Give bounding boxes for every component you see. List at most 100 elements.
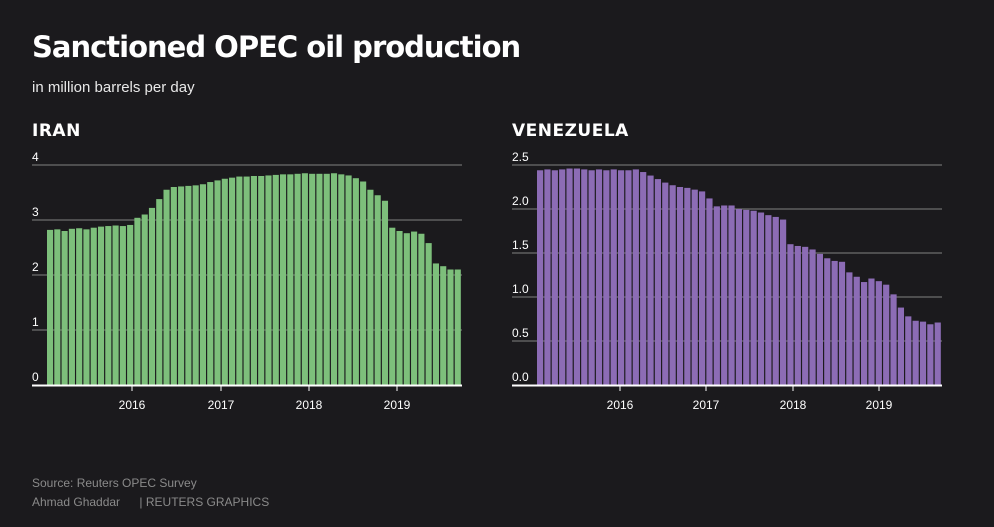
- venezuela-bar: [706, 198, 713, 385]
- venezuela-bar: [625, 170, 632, 385]
- venezuela-x-tick-label: 2019: [866, 398, 893, 412]
- venezuela-bar: [618, 170, 625, 385]
- iran-bar: [214, 180, 221, 385]
- venezuela-bar: [861, 282, 868, 385]
- iran-bar: [425, 243, 432, 385]
- venezuela-bar: [780, 219, 787, 385]
- iran-bar: [68, 228, 75, 385]
- iran-y-tick-label: 3: [32, 205, 39, 219]
- iran-bar: [119, 226, 126, 385]
- iran-bar: [170, 187, 177, 385]
- iran-bar: [330, 173, 338, 385]
- venezuela-bar: [816, 253, 824, 385]
- venezuela-bar: [537, 170, 544, 385]
- iran-bar: [192, 185, 199, 385]
- iran-bar: [338, 174, 345, 385]
- venezuela-bar: [595, 169, 603, 385]
- venezuela-bar: [824, 258, 831, 385]
- iran-bar: [258, 176, 265, 385]
- iran-bar: [265, 175, 272, 385]
- venezuela-bar: [846, 272, 853, 385]
- iran-bar: [389, 227, 396, 385]
- venezuela-x-tick-label: 2017: [693, 398, 720, 412]
- iran-y-tick-label: 2: [32, 260, 39, 274]
- iran-bar: [156, 199, 163, 385]
- venezuela-bar: [559, 169, 566, 385]
- iran-bar: [360, 181, 367, 385]
- iran-y-tick-label: 0: [32, 370, 39, 384]
- venezuela-bar: [802, 246, 809, 385]
- venezuela-y-tick-label: 2.5: [512, 150, 529, 164]
- iran-bar: [440, 266, 447, 385]
- iran-bar: [221, 178, 228, 385]
- venezuela-bar: [743, 209, 750, 385]
- source-note: Source: Reuters OPEC Survey: [32, 476, 197, 490]
- venezuela-bar: [610, 169, 617, 385]
- venezuela-bar: [676, 187, 684, 385]
- iran-bar: [236, 176, 243, 385]
- venezuela-bar: [853, 276, 860, 385]
- page-subtitle: in million barrels per day: [32, 79, 195, 96]
- venezuela-x-tick-label: 2016: [607, 398, 634, 412]
- venezuela-y-tick-label: 2.0: [512, 194, 529, 208]
- iran-x-tick-label: 2019: [384, 398, 411, 412]
- iran-bar: [367, 189, 374, 385]
- venezuela-bar: [647, 175, 654, 385]
- venezuela-bar: [632, 169, 639, 385]
- iran-bar: [76, 228, 83, 385]
- venezuela-bar: [640, 172, 647, 385]
- venezuela-chart-title: VENEZUELA: [512, 121, 629, 141]
- iran-bar: [207, 182, 214, 385]
- venezuela-bar: [669, 185, 676, 385]
- iran-bar: [447, 269, 454, 385]
- venezuela-bar: [573, 168, 581, 385]
- venezuela-bar: [787, 244, 794, 385]
- iran-bar: [61, 231, 68, 385]
- venezuela-bar: [728, 205, 735, 385]
- venezuela-bar: [566, 168, 573, 385]
- venezuela-bar: [551, 170, 558, 385]
- iran-bar: [148, 207, 156, 385]
- venezuela-bar: [890, 294, 897, 385]
- iran-bar: [97, 226, 105, 385]
- iran-bar: [279, 174, 287, 385]
- iran-bar: [243, 176, 250, 385]
- iran-bar: [432, 263, 439, 385]
- iran-bar: [454, 269, 461, 385]
- venezuela-bar: [699, 191, 706, 385]
- venezuela-bar: [544, 169, 551, 385]
- venezuela-bar: [765, 215, 772, 385]
- venezuela-bar: [662, 182, 669, 385]
- venezuela-bar: [875, 281, 882, 385]
- venezuela-bar: [750, 210, 757, 385]
- venezuela-bar: [838, 261, 846, 385]
- iran-bar: [134, 217, 141, 385]
- venezuela-y-tick-label: 1.0: [512, 282, 529, 296]
- venezuela-bar: [721, 205, 728, 385]
- publisher-name: | REUTERS GRAPHICS: [139, 495, 270, 509]
- venezuela-y-tick-label: 1.5: [512, 238, 529, 252]
- iran-bar: [185, 185, 192, 385]
- iran-bar: [323, 173, 330, 385]
- iran-bar: [309, 173, 316, 385]
- venezuela-y-tick-label: 0.0: [512, 370, 529, 384]
- venezuela-bar: [603, 170, 610, 385]
- venezuela-y-tick-label: 0.5: [512, 326, 529, 340]
- venezuela-bar: [581, 169, 588, 385]
- venezuela-bar: [794, 245, 801, 385]
- iran-bar: [178, 186, 185, 385]
- venezuela-bar: [919, 321, 927, 385]
- iran-y-tick-label: 1: [32, 315, 39, 329]
- venezuela-x-tick-label: 2018: [780, 398, 807, 412]
- iran-bar: [47, 229, 54, 385]
- iran-bar: [83, 229, 90, 385]
- iran-x-tick-label: 2016: [119, 398, 146, 412]
- iran-bar: [163, 189, 170, 385]
- venezuela-bar: [927, 324, 934, 385]
- iran-x-tick-label: 2017: [208, 398, 235, 412]
- iran-y-tick-label: 4: [32, 150, 39, 164]
- author-name: Ahmad Ghaddar: [32, 495, 121, 509]
- iran-bar: [250, 176, 257, 385]
- iran-bar: [127, 224, 134, 385]
- iran-bar: [90, 227, 97, 385]
